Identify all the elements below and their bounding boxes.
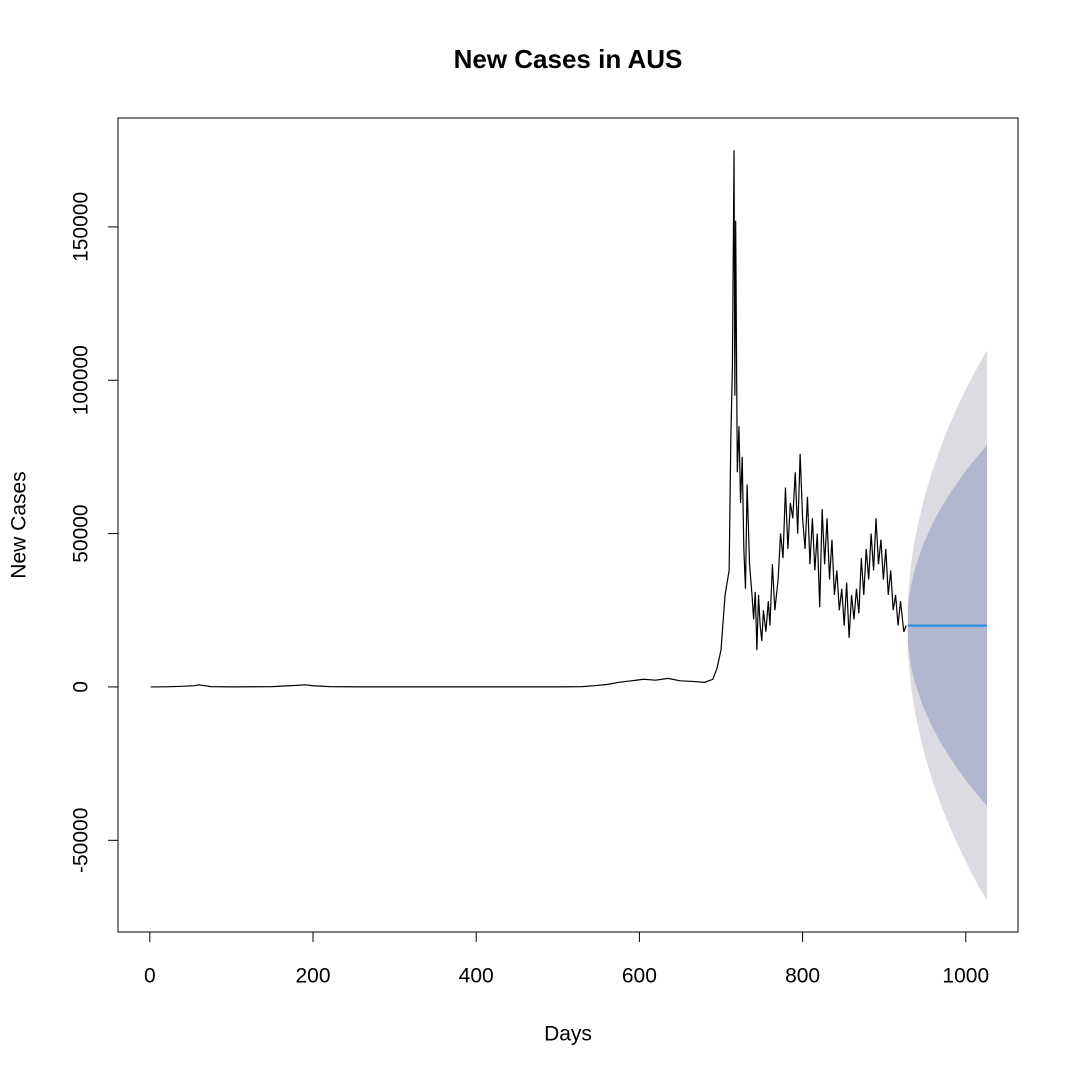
y-axis-label: New Cases <box>8 471 31 578</box>
x-tick-label: 600 <box>622 965 657 988</box>
y-tick-label: 100000 <box>70 345 93 415</box>
x-axis-label: Days <box>544 1023 592 1046</box>
y-tick-label: 50000 <box>70 504 93 562</box>
y-tick-label: 150000 <box>70 192 93 262</box>
x-tick-label: 400 <box>459 965 494 988</box>
chart-title: New Cases in AUS <box>454 44 683 74</box>
x-tick-label: 200 <box>295 965 330 988</box>
x-tick-label: 800 <box>785 965 820 988</box>
x-tick-label: 0 <box>144 965 156 988</box>
x-tick-label: 1000 <box>942 965 989 988</box>
series-line <box>150 150 907 688</box>
plot-frame <box>117 117 1019 933</box>
y-tick-label: -50000 <box>70 808 93 873</box>
y-tick-label: 0 <box>70 681 93 693</box>
